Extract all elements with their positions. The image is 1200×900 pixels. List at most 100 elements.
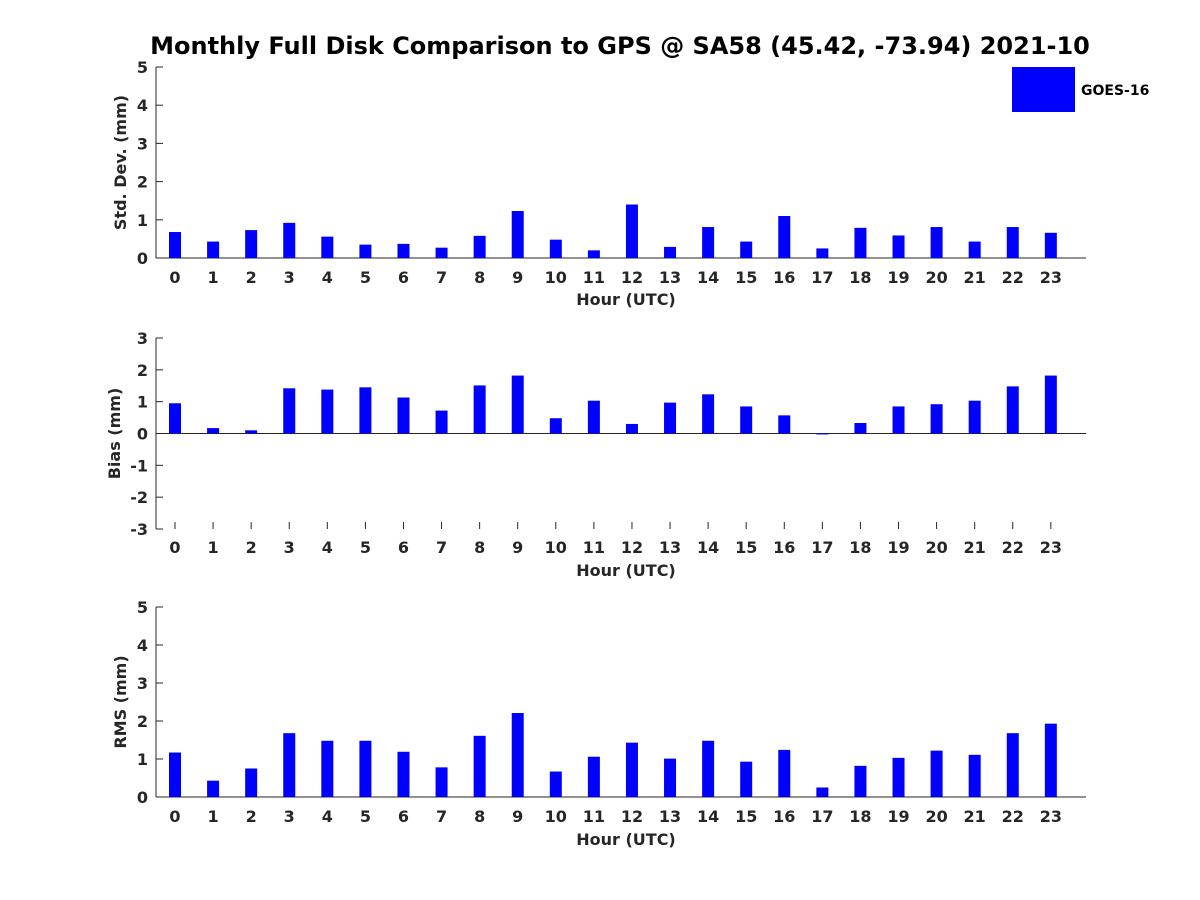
bias-x-tick-label: 18 <box>849 538 871 557</box>
rms-y-tick-label: 4 <box>137 636 148 655</box>
bias-x-tick-label: 23 <box>1040 538 1062 557</box>
std-dev-bar <box>1006 227 1019 258</box>
std-dev-y-tick-label: 5 <box>137 58 148 77</box>
rms-bar <box>778 749 791 797</box>
bias-bar <box>283 388 296 434</box>
rms-bar <box>245 768 258 797</box>
std-dev-bar <box>740 241 753 258</box>
std-dev-y-tick-label: 3 <box>137 134 148 153</box>
rms-bar <box>473 735 486 797</box>
legend-label: GOES-16 <box>1081 83 1149 99</box>
rms-x-tick-label: 2 <box>246 807 257 826</box>
rms-x-tick-label: 10 <box>545 807 567 826</box>
bias-x-tick-label: 12 <box>621 538 643 557</box>
rms-bar <box>435 767 448 797</box>
bias-bar <box>587 400 600 434</box>
rms-bar <box>549 771 562 797</box>
bias-bar <box>664 402 677 434</box>
bias-x-tick-label: 20 <box>925 538 947 557</box>
std-dev-bar <box>930 227 943 258</box>
std-dev-x-tick-label: 7 <box>436 268 447 287</box>
std-dev-bar <box>549 239 562 258</box>
rms-bar <box>169 752 181 797</box>
bias-bar <box>968 400 981 434</box>
rms-bar <box>359 740 372 797</box>
std-dev-x-tick-label: 21 <box>964 268 986 287</box>
rms-x-tick-label: 4 <box>322 807 333 826</box>
rms-bar <box>397 751 410 797</box>
std-dev-x-tick-label: 2 <box>246 268 257 287</box>
rms-x-tick-label: 18 <box>849 807 871 826</box>
std-dev-x-tick-label: 0 <box>169 268 180 287</box>
bias-x-tick-label: 1 <box>208 538 219 557</box>
std-dev-bar <box>169 232 181 258</box>
rms-x-tick-label: 7 <box>436 807 447 826</box>
rms-x-tick-label: 21 <box>964 807 986 826</box>
std-dev-bar <box>587 250 600 258</box>
rms-bar <box>702 740 715 797</box>
bias-y-tick-label: -2 <box>130 488 148 507</box>
rms-x-tick-label: 12 <box>621 807 643 826</box>
bias-bar <box>816 433 829 435</box>
bias-x-tick-label: 15 <box>735 538 757 557</box>
std-dev-y-tick-label: 0 <box>137 249 148 268</box>
bias-x-tick-label: 7 <box>436 538 447 557</box>
legend-swatch <box>1012 67 1075 112</box>
std-dev-bar <box>473 235 486 258</box>
bias-x-tick-label: 21 <box>964 538 986 557</box>
std-dev-bar <box>359 244 372 258</box>
bias-bar <box>169 403 181 434</box>
std-dev-x-tick-label: 9 <box>512 268 523 287</box>
bias-bar <box>549 418 562 434</box>
rms-bar <box>207 780 220 797</box>
bias-bar <box>892 406 905 434</box>
bias-bar <box>778 415 791 434</box>
rms-bar <box>892 757 905 797</box>
bias-y-tick-label: 2 <box>137 361 148 380</box>
rms-bar <box>625 742 638 797</box>
rms-x-tick-label: 11 <box>583 807 605 826</box>
rms-x-tick-label: 3 <box>284 807 295 826</box>
std-dev-bar <box>1044 232 1057 258</box>
std-dev-x-tick-label: 15 <box>735 268 757 287</box>
bias-bar <box>321 389 334 434</box>
rms-x-tick-label: 5 <box>360 807 371 826</box>
rms-x-tick-label: 13 <box>659 807 681 826</box>
bias-x-axis-label: Hour (UTC) <box>576 561 676 580</box>
rms-y-tick-label: 0 <box>137 788 148 807</box>
std-dev-x-tick-label: 1 <box>208 268 219 287</box>
rms-bar <box>816 787 829 797</box>
rms-bar <box>1006 733 1019 797</box>
bias-x-tick-label: 2 <box>246 538 257 557</box>
std-dev-x-tick-label: 20 <box>925 268 947 287</box>
rms-y-axis-label: RMS (mm) <box>111 655 130 748</box>
std-dev-x-tick-label: 18 <box>849 268 871 287</box>
bias-x-tick-label: 19 <box>887 538 909 557</box>
std-dev-x-tick-label: 11 <box>583 268 605 287</box>
rms-x-tick-label: 14 <box>697 807 719 826</box>
bias-x-tick-label: 11 <box>583 538 605 557</box>
rms-x-tick-label: 19 <box>887 807 909 826</box>
std-dev-x-tick-label: 6 <box>398 268 409 287</box>
std-dev-x-tick-label: 23 <box>1040 268 1062 287</box>
std-dev-y-axis-label: Std. Dev. (mm) <box>111 95 130 230</box>
bias-bar <box>930 404 943 434</box>
rms-x-axis-label: Hour (UTC) <box>576 830 676 849</box>
std-dev-bar <box>321 236 334 258</box>
bias-x-tick-label: 16 <box>773 538 795 557</box>
rms-bar <box>283 733 296 797</box>
bias-bar <box>207 428 220 434</box>
bias-y-axis-label: Bias (mm) <box>105 388 124 480</box>
bias-x-tick-label: 8 <box>474 538 485 557</box>
rms-x-tick-label: 6 <box>398 807 409 826</box>
std-dev-bar <box>892 235 905 258</box>
bias-bar <box>1006 386 1019 434</box>
bias-x-tick-label: 10 <box>545 538 567 557</box>
bias-x-tick-label: 9 <box>512 538 523 557</box>
bias-bar <box>1044 375 1057 434</box>
std-dev-x-tick-label: 17 <box>811 268 833 287</box>
std-dev-x-tick-label: 19 <box>887 268 909 287</box>
rms-x-tick-label: 17 <box>811 807 833 826</box>
